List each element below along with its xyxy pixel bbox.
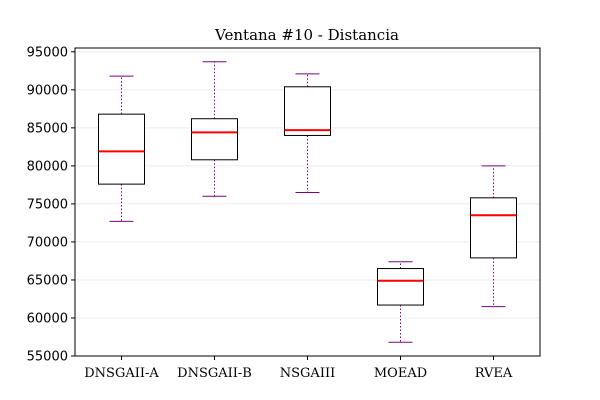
iqr-box: [98, 113, 145, 185]
box-moead: [377, 261, 424, 343]
x-tick-label: DNSGAII-B: [177, 366, 252, 381]
y-tick-label: 75000: [27, 197, 68, 212]
y-tick-label: 55000: [27, 350, 68, 365]
chart-title: Ventana #10 - Distancia: [214, 26, 399, 44]
x-tick-label: MOEAD: [374, 366, 427, 381]
grid-lines: [75, 51, 540, 357]
iqr-box: [470, 197, 517, 259]
iqr-box: [284, 86, 331, 136]
box-rvea: [470, 165, 517, 308]
x-axis-ticks: DNSGAII-A DNSGAII-B NSGAIII MOEAD RVEA: [84, 356, 513, 381]
y-tick-label: 95000: [27, 45, 68, 60]
iqr-box: [377, 268, 424, 306]
y-tick-label: 85000: [27, 121, 68, 136]
y-tick-label: 60000: [27, 311, 68, 326]
box-dnsgaii-a: [98, 75, 145, 222]
y-tick-label: 65000: [27, 273, 68, 288]
y-tick-label: 80000: [27, 159, 68, 174]
y-axis-ticks: 55000 60000 65000 70000 75000 80000 85000 90000…: [27, 45, 75, 365]
x-tick-label: NSGAIII: [280, 366, 335, 381]
box-dnsgaii-b: [191, 61, 238, 197]
x-tick-label: DNSGAII-A: [84, 366, 159, 381]
y-tick-label: 90000: [27, 83, 68, 98]
boxes-group: [98, 61, 517, 343]
y-tick-label: 70000: [27, 235, 68, 250]
x-tick-label: RVEA: [475, 366, 513, 381]
iqr-box: [191, 118, 238, 161]
box-nsgaiii: [284, 73, 331, 193]
